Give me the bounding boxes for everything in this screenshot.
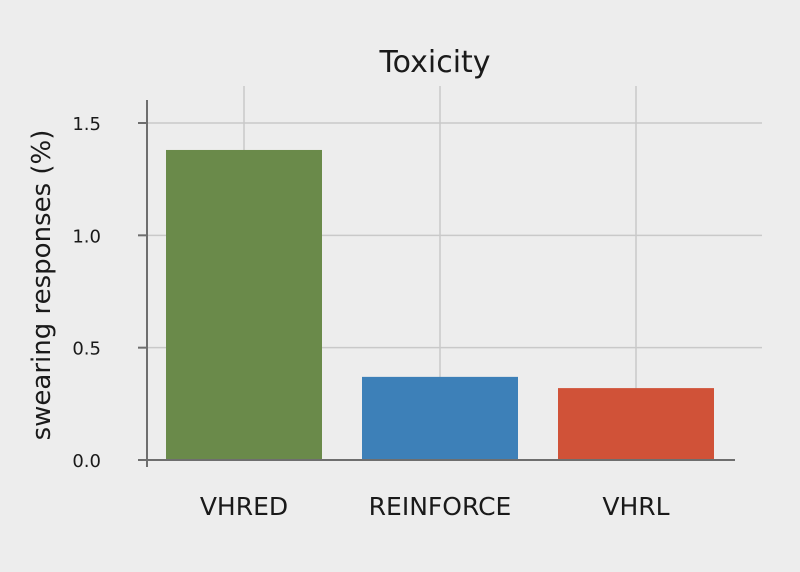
bar-vhred [166,149,322,460]
x-tick-label: REINFORCE [369,492,512,521]
x-tick-label: VHRED [200,492,288,521]
chart-title: Toxicity [378,45,490,80]
y-tick-label: 1.0 [72,226,101,247]
label-layer: 0.0 0.5 1.0 1.5 VHRED REINFORCE VHRL [72,114,669,521]
x-tick-label: VHRL [602,492,669,521]
y-tick-label: 0.0 [72,451,101,472]
bar-reinforce [362,376,518,460]
bars-layer [166,149,714,460]
y-tick-label: 0.5 [72,339,101,360]
y-tick-label: 1.5 [72,114,101,135]
axis-layer [138,100,735,467]
y-axis-label: swearing responses (%) [27,130,57,441]
bar-vhrl [558,388,714,460]
